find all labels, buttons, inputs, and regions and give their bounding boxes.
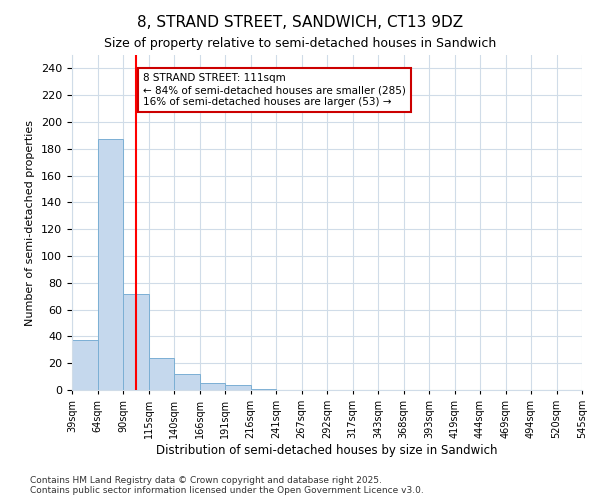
Bar [225, 384, 251, 390]
Text: 8 STRAND STREET: 111sqm
← 84% of semi-detached houses are smaller (285)
16% of s: 8 STRAND STREET: 111sqm ← 84% of semi-de… [143, 74, 406, 106]
Bar [72, 340, 97, 390]
Bar [123, 294, 149, 390]
Bar [149, 358, 174, 390]
Text: Size of property relative to semi-detached houses in Sandwich: Size of property relative to semi-detach… [104, 38, 496, 51]
Bar [199, 384, 225, 390]
Text: 8, STRAND STREET, SANDWICH, CT13 9DZ: 8, STRAND STREET, SANDWICH, CT13 9DZ [137, 15, 463, 30]
Text: Contains HM Land Registry data © Crown copyright and database right 2025.
Contai: Contains HM Land Registry data © Crown c… [30, 476, 424, 495]
Bar [97, 140, 123, 390]
Bar [251, 388, 276, 390]
Y-axis label: Number of semi-detached properties: Number of semi-detached properties [25, 120, 35, 326]
Bar [174, 374, 199, 390]
X-axis label: Distribution of semi-detached houses by size in Sandwich: Distribution of semi-detached houses by … [156, 444, 498, 457]
